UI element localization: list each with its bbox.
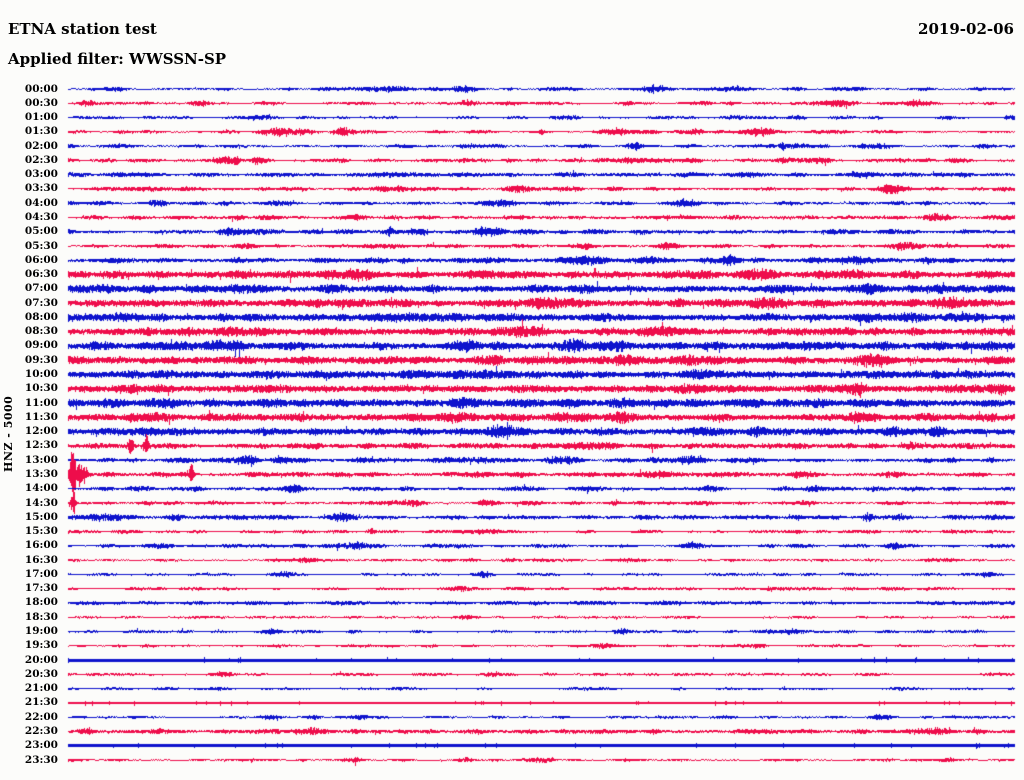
- seismogram-traces-canvas: [0, 0, 1024, 780]
